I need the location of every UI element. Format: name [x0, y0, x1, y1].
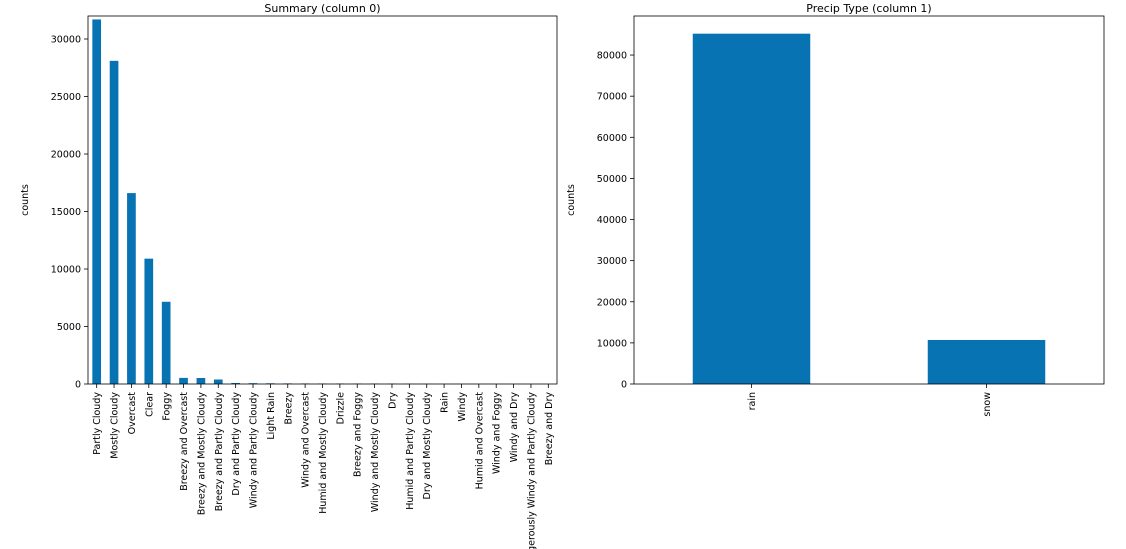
x-tick-label: Breezy and Partly Cloudy — [214, 392, 225, 512]
bar-dry-and-partly-cloudy — [231, 382, 240, 384]
x-tick-label: Dry and Mostly Cloudy — [422, 392, 433, 500]
x-tick-label: Overcast — [127, 392, 138, 435]
summary-chart: Summary (column 0) 0 5000 10000 15000 20000 25… — [20, 2, 558, 549]
y-tick-label: 30000 — [597, 256, 627, 267]
chart-title: Summary (column 0) — [264, 2, 380, 15]
y-tick-label: 15000 — [51, 207, 81, 218]
x-tick-label: Windy and Dry — [509, 392, 520, 463]
bar-breezy-and-overcast — [179, 377, 188, 384]
y-tick-label: 40000 — [597, 215, 627, 226]
x-tick-label: Light Rain — [266, 392, 277, 440]
x-tick-label: Windy and Foggy — [492, 392, 503, 474]
precip-type-chart: Precip Type (column 1) 0 10000 20000 30000 40… — [566, 2, 1105, 417]
bar-snow — [927, 340, 1046, 384]
y-tick-label: 30000 — [51, 35, 81, 46]
bar-foggy — [161, 301, 171, 384]
x-tick-label: Breezy and Mostly Cloudy — [196, 392, 207, 516]
plot-frame — [633, 15, 1105, 385]
x-tick-label: Windy and Overcast — [301, 392, 312, 488]
x-tick-label: Breezy and Foggy — [353, 392, 364, 477]
y-axis-label: counts — [566, 184, 577, 216]
y-tick-label: 5000 — [57, 322, 81, 333]
x-tick-label: rain — [747, 392, 758, 410]
x-tick-label: Mostly Cloudy — [110, 392, 121, 459]
chart-title: Precip Type (column 1) — [806, 2, 931, 15]
x-tick-label: Humid and Partly Cloudy — [405, 392, 416, 510]
y-tick-label: 50000 — [597, 174, 627, 185]
bar-partly-cloudy — [92, 19, 102, 384]
x-tick-label: Rain — [440, 392, 451, 413]
x-tick-label: Dangerously Windy and Partly Cloudy — [526, 392, 537, 549]
bar-breezy-and-partly-cloudy — [213, 379, 223, 384]
bar-breezy-and-mostly-cloudy — [196, 378, 206, 384]
bar-rain — [692, 33, 811, 384]
y-tick-label: 80000 — [597, 51, 627, 62]
x-tick-label: Breezy — [283, 392, 294, 425]
y-tick-label: 20000 — [597, 297, 627, 308]
x-tick-label: Humid and Overcast — [474, 392, 485, 490]
bar-overcast — [127, 193, 136, 384]
x-tick-label: Breezy and Dry — [544, 392, 555, 466]
bar-windy-and-partly-cloudy — [248, 383, 258, 384]
x-tick-label: Partly Cloudy — [92, 392, 103, 455]
x-tick-label: Dry — [387, 392, 398, 409]
x-tick-label: Humid and Mostly Cloudy — [318, 392, 329, 514]
x-tick-label: Windy and Mostly Cloudy — [370, 392, 381, 513]
x-tick-label: Drizzle — [335, 392, 346, 424]
y-tick-label: 25000 — [51, 92, 81, 103]
x-tick-label: Windy — [457, 392, 468, 422]
y-tick-label: 10000 — [597, 338, 627, 349]
y-tick-label: 0 — [621, 380, 627, 391]
y-tick-label: 10000 — [51, 265, 81, 276]
y-tick-label: 20000 — [51, 150, 81, 161]
x-tick-label: Foggy — [162, 392, 173, 421]
y-tick-label: 60000 — [597, 133, 627, 144]
y-tick-label: 0 — [75, 380, 81, 391]
x-tick-label: Dry and Partly Cloudy — [231, 392, 242, 496]
x-tick-label: Windy and Partly Cloudy — [249, 392, 260, 509]
x-tick-label: Clear — [144, 392, 155, 417]
x-tick-label: Breezy and Overcast — [179, 392, 190, 491]
bar-clear — [144, 258, 154, 384]
bar-mostly-cloudy — [109, 60, 119, 384]
x-tick-label: snow — [982, 392, 993, 417]
plot-frame — [87, 15, 558, 385]
y-tick-label: 70000 — [597, 92, 627, 103]
y-axis-label: counts — [20, 184, 31, 216]
